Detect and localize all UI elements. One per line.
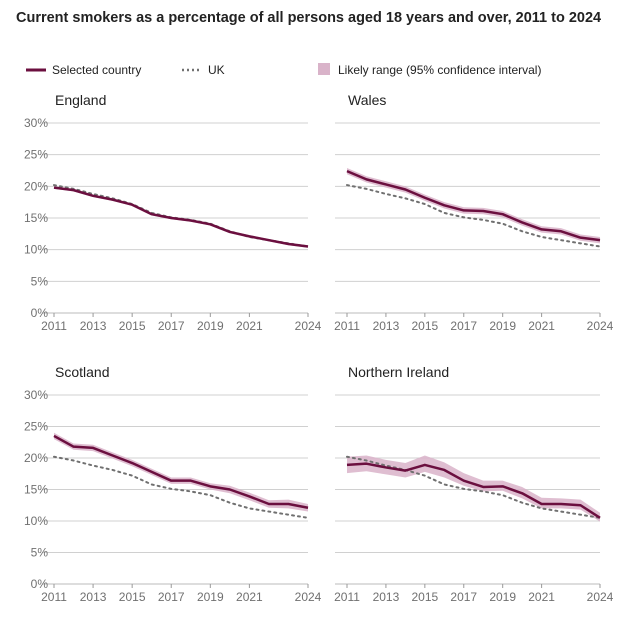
confidence-band bbox=[54, 432, 308, 512]
x-tick-label: 2021 bbox=[236, 319, 263, 333]
legend-country-label: Selected country bbox=[52, 63, 141, 77]
y-tick-label: 30% bbox=[24, 116, 48, 130]
chart-title: Current smokers as a percentage of all p… bbox=[16, 10, 602, 26]
panel-title: Wales bbox=[348, 92, 386, 108]
x-tick-label: 2015 bbox=[119, 590, 146, 604]
x-tick-label: 2024 bbox=[587, 319, 614, 333]
x-tick-label: 2024 bbox=[295, 590, 322, 604]
y-tick-label: 0% bbox=[31, 577, 49, 591]
x-tick-label: 2021 bbox=[236, 590, 263, 604]
uk-line bbox=[346, 455, 601, 519]
x-tick-label: 2017 bbox=[158, 590, 185, 604]
legend-ci-label: Likely range (95% confidence interval) bbox=[338, 63, 541, 77]
x-tick-label: 2015 bbox=[119, 319, 146, 333]
y-tick-label: 5% bbox=[31, 274, 49, 288]
panel-wales: Wales 2011 2013 2015 2017 2019 2021 2024 bbox=[334, 92, 614, 333]
x-tick-label: 2021 bbox=[528, 319, 555, 333]
uk-line bbox=[53, 455, 309, 519]
x-tick-label: 2013 bbox=[373, 590, 400, 604]
legend-uk-label: UK bbox=[208, 63, 225, 77]
legend-ci-swatch bbox=[318, 63, 330, 75]
x-tick-label: 2015 bbox=[411, 590, 438, 604]
x-tick-label: 2017 bbox=[158, 319, 185, 333]
x-tick-label: 2021 bbox=[528, 590, 555, 604]
y-tick-label: 10% bbox=[24, 514, 48, 528]
y-tick-label: 20% bbox=[24, 451, 48, 465]
x-tick-label: 2011 bbox=[41, 319, 67, 333]
x-tick-label: 2015 bbox=[411, 319, 438, 333]
y-tick-label: 5% bbox=[31, 546, 49, 560]
x-tick-label: 2017 bbox=[450, 319, 477, 333]
x-tick-label: 2011 bbox=[334, 590, 360, 604]
x-tick-label: 2013 bbox=[373, 319, 400, 333]
x-tick-label: 2019 bbox=[197, 590, 224, 604]
x-tick-label: 2019 bbox=[489, 590, 516, 604]
y-tick-label: 20% bbox=[24, 179, 48, 193]
y-tick-label: 30% bbox=[24, 388, 48, 402]
panel-title: England bbox=[55, 92, 106, 108]
country-line bbox=[346, 462, 601, 519]
panel-northern-ireland: Northern Ireland 2011 2013 2015 2017 2019 2021… bbox=[334, 364, 614, 604]
panel-title: Northern Ireland bbox=[348, 364, 449, 380]
country-line bbox=[346, 169, 601, 242]
y-tick-label: 15% bbox=[24, 483, 48, 497]
x-tick-label: 2013 bbox=[80, 319, 107, 333]
x-tick-label: 2017 bbox=[450, 590, 477, 604]
x-tick-label: 2019 bbox=[489, 319, 516, 333]
x-tick-label: 2019 bbox=[197, 319, 224, 333]
uk-line bbox=[346, 184, 601, 248]
x-tick-label: 2011 bbox=[41, 590, 67, 604]
y-tick-label: 15% bbox=[24, 211, 48, 225]
y-tick-label: 25% bbox=[24, 420, 48, 434]
panel-england: England 0% 5% 10% 15% 20% 25% 30% 2011 2013 2015 20… bbox=[24, 92, 322, 333]
country-line bbox=[53, 434, 309, 509]
panel-title: Scotland bbox=[55, 364, 109, 380]
x-tick-label: 2013 bbox=[80, 590, 107, 604]
y-tick-label: 25% bbox=[24, 148, 48, 162]
x-tick-label: 2024 bbox=[295, 319, 322, 333]
confidence-band bbox=[347, 455, 600, 522]
panel-scotland: Scotland 0% 5% 10% 15% 20% 25% 30% 2011 2013 2015 2… bbox=[24, 364, 322, 604]
country-line bbox=[53, 186, 309, 248]
y-tick-label: 0% bbox=[31, 306, 49, 320]
y-tick-label: 10% bbox=[24, 243, 48, 257]
x-tick-label: 2024 bbox=[587, 590, 614, 604]
x-tick-label: 2011 bbox=[334, 319, 360, 333]
